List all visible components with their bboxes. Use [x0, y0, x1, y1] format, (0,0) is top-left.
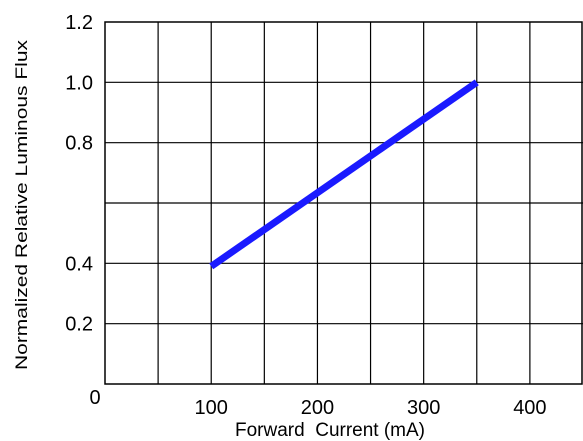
- x-axis-label: Forward Current (mA): [235, 420, 425, 441]
- x-tick-label: 100: [195, 397, 228, 419]
- y-tick-label: 0.4: [65, 253, 93, 275]
- x-tick-label: 300: [407, 397, 440, 419]
- grid: [105, 22, 583, 384]
- y-axis-label: Normalized Relative Luminous Flux: [12, 39, 31, 370]
- x-tick-label: 200: [301, 397, 334, 419]
- series-layer: [209, 79, 479, 270]
- y-tick-label: 1.0: [65, 72, 93, 94]
- x-tick-label: 0: [89, 387, 100, 409]
- x-tick-labels: 0 100 200 300 400: [89, 387, 546, 419]
- series-line: [209, 79, 479, 270]
- y-tick-label: 0.2: [65, 314, 93, 336]
- plot-frame: [104, 21, 583, 385]
- x-tick-label: 400: [513, 397, 546, 419]
- y-tick-labels: 0.2 0.4 0.8 1.0 1.2: [65, 12, 93, 336]
- y-tick-label: 0.8: [65, 133, 93, 155]
- y-tick-label: 1.2: [65, 12, 93, 34]
